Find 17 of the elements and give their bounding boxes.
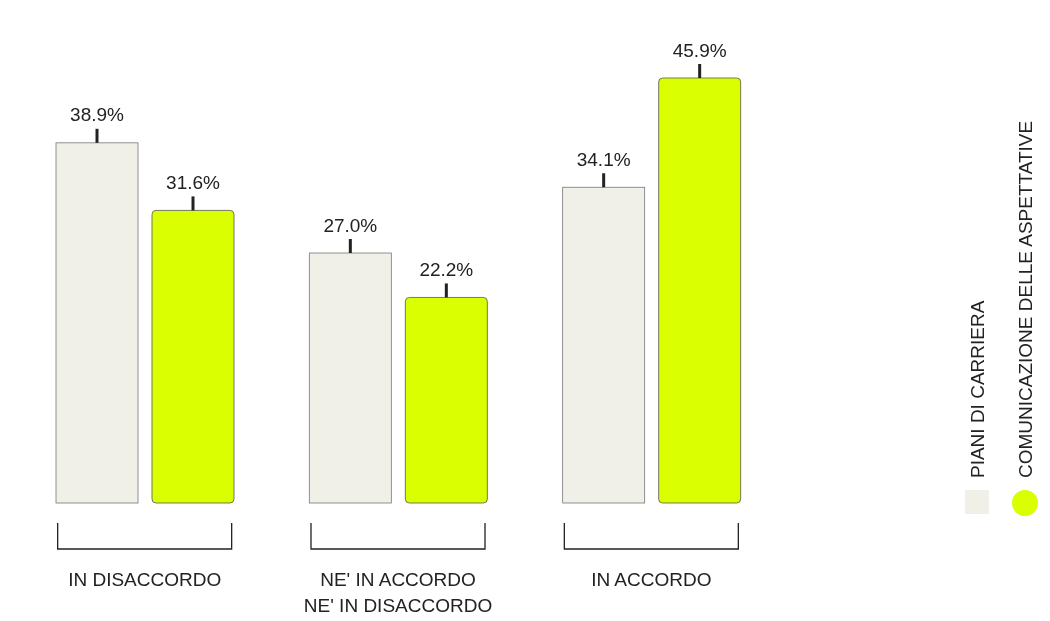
bar xyxy=(55,142,139,504)
x-tick-label: IN ACCORDO xyxy=(591,569,712,590)
data-label: 31.6% xyxy=(166,171,221,193)
bar xyxy=(404,297,488,504)
bar xyxy=(151,210,235,504)
data-label: 27.0% xyxy=(323,214,378,236)
data-label: 34.1% xyxy=(576,148,631,170)
text: PIANI DI CARRIERA xyxy=(967,300,988,478)
data-label: 45.9% xyxy=(672,39,727,61)
data-label: 22.2% xyxy=(419,258,474,280)
bar xyxy=(658,77,742,504)
data-label: 38.9% xyxy=(70,104,125,126)
text: COMUNICAZIONE DELLE ASPETTATIVE xyxy=(1015,120,1036,478)
bar xyxy=(562,186,646,504)
x-tick-label: IN DISACCORDO xyxy=(68,569,222,590)
bar xyxy=(308,252,392,504)
x-tick-label: NE' IN ACCORDO NE' IN DISACCORDO xyxy=(303,569,493,616)
